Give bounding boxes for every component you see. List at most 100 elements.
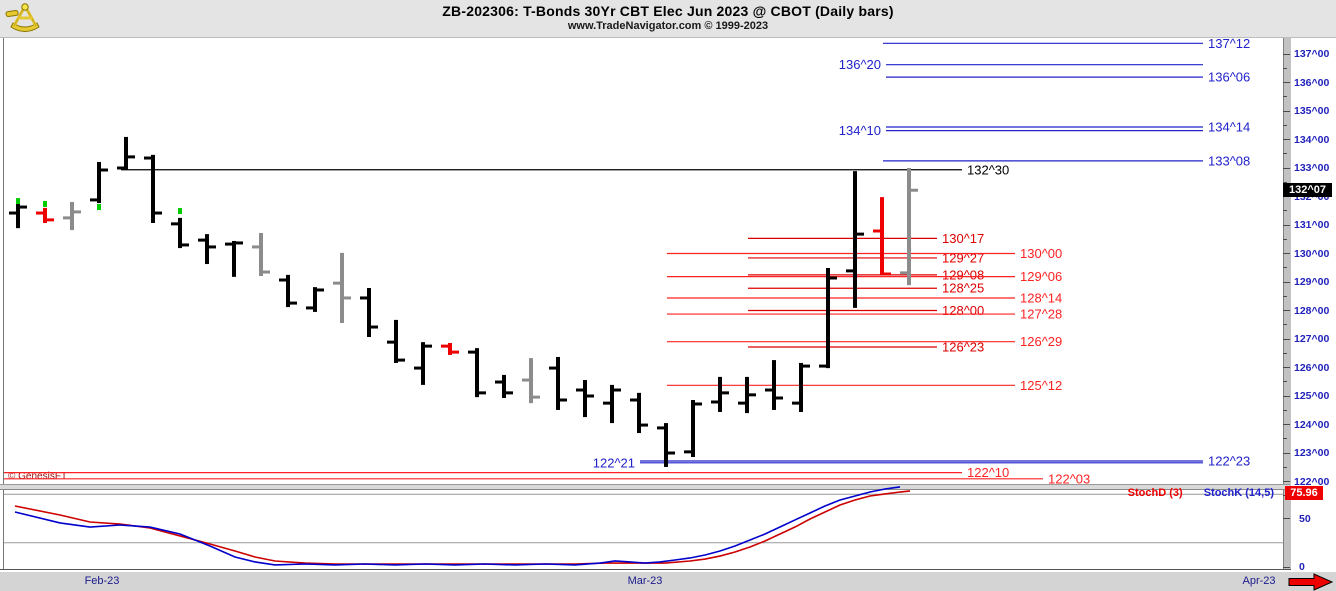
level-label: 134^14	[1208, 120, 1250, 135]
price-axis-tick	[1283, 338, 1290, 340]
price-axis-tick	[1283, 53, 1290, 55]
price-axis-tick-label: 122^00	[1294, 475, 1330, 488]
level-label: 130^17	[942, 231, 984, 246]
price-axis-tick	[1283, 367, 1290, 368]
level-label: 128^25	[942, 281, 984, 296]
stoch-value-badge: 75.96	[1285, 486, 1323, 500]
time-axis-label-feb: Feb-23	[84, 575, 120, 587]
level-label: 126^23	[942, 340, 984, 355]
stoch-axis-tick	[1283, 518, 1290, 519]
scroll-right-arrow-icon[interactable]	[1288, 573, 1334, 591]
signal-dot	[16, 198, 20, 205]
copyright-label: © GenesisFT	[8, 471, 68, 482]
stochk-line	[14, 486, 901, 566]
level-label: 122^21	[593, 455, 635, 470]
price-axis-tick	[1283, 424, 1290, 425]
level-label: 136^20	[839, 57, 881, 72]
price-axis-minor-tick	[1283, 324, 1287, 326]
level-label: 132^30	[967, 162, 1009, 177]
price-axis-tick-label: 128^00	[1294, 304, 1330, 317]
level-label: 136^06	[1208, 70, 1250, 85]
level-label: 122^03	[1048, 471, 1090, 486]
price-axis-minor-tick	[1283, 124, 1287, 126]
time-axis-label-apr: Apr-23	[1242, 575, 1276, 587]
level-label: 129^08	[942, 267, 984, 282]
stoch-axis-tick-label: 50	[1299, 512, 1311, 525]
price-axis-tick-label: 137^00	[1294, 48, 1330, 60]
price-axis-minor-tick	[1283, 381, 1287, 383]
stochd-label[interactable]: StochD (3)	[1127, 487, 1183, 499]
price-axis-tick	[1283, 452, 1290, 454]
level-label: 128^00	[942, 303, 984, 318]
price-axis-tick-label: 130^00	[1294, 247, 1330, 260]
stochd-line	[14, 490, 911, 565]
signal-dot	[178, 208, 182, 215]
price-axis-tick-label: 129^00	[1294, 276, 1330, 288]
level-label: 122^10	[967, 465, 1009, 480]
price-axis-minor-tick	[1283, 438, 1287, 440]
level-label: 125^12	[1020, 378, 1062, 393]
stoch-legend: StochD (3) StochK (14,5)	[0, 487, 1280, 499]
level-label: 130^00	[1020, 246, 1062, 261]
price-axis-tick-label: 135^00	[1294, 105, 1330, 117]
price-axis-tick-label: 126^00	[1294, 361, 1330, 374]
sextant-logo-icon	[5, 3, 40, 32]
chart-header: ZB-202306: T-Bonds 30Yr CBT Elec Jun 202…	[0, 0, 1336, 38]
price-axis-tick	[1283, 481, 1290, 482]
time-axis-label-mar: Mar-23	[627, 575, 663, 587]
price-axis-minor-tick	[1283, 153, 1287, 155]
price-axis-tick	[1283, 310, 1290, 311]
price-axis-tick	[1283, 167, 1290, 169]
level-label: 129^06	[1020, 269, 1062, 284]
price-axis-tick	[1283, 82, 1290, 83]
price-axis-minor-tick	[1283, 67, 1287, 69]
pane-divider-splitter[interactable]	[0, 484, 1290, 490]
price-axis-minor-tick	[1283, 352, 1287, 354]
level-label: 122^23	[1208, 454, 1250, 469]
stoch-axis-tick	[1283, 566, 1290, 568]
price-axis-minor-tick	[1283, 295, 1287, 297]
stochk-label[interactable]: StochK (14,5)	[1203, 487, 1274, 499]
price-axis-strip	[1283, 37, 1291, 570]
level-label: 127^28	[1020, 307, 1062, 322]
level-label: 126^29	[1020, 334, 1062, 349]
last-price-badge: 132^07	[1283, 183, 1332, 197]
level-label: 129^27	[942, 250, 984, 265]
stoch-axis-tick-label: 0	[1299, 561, 1305, 573]
price-axis-tick-label: 134^00	[1294, 133, 1330, 146]
chart-left-border	[3, 38, 4, 569]
price-axis-minor-tick	[1283, 96, 1287, 98]
level-label: 134^10	[839, 123, 881, 138]
chart-background	[0, 37, 1336, 571]
price-axis-tick-label: 123^00	[1294, 447, 1330, 459]
price-axis-tick-label: 131^00	[1294, 219, 1330, 231]
stoch-pane-bottom-border	[0, 569, 1291, 570]
price-axis-minor-tick	[1283, 238, 1287, 240]
price-axis-tick	[1283, 224, 1290, 226]
signal-dot	[97, 204, 101, 211]
price-axis-tick-label: 124^00	[1294, 418, 1330, 431]
price-axis-tick-label: 125^00	[1294, 390, 1330, 402]
level-label: 133^08	[1208, 153, 1250, 168]
price-axis-tick	[1283, 395, 1290, 397]
time-axis: Feb-23 Mar-23 Apr-23	[0, 571, 1336, 591]
price-axis-minor-tick	[1283, 181, 1287, 183]
price-axis-tick	[1283, 139, 1290, 140]
price-axis-minor-tick	[1283, 466, 1287, 468]
price-axis-tick	[1283, 110, 1290, 112]
chart-title: ZB-202306: T-Bonds 30Yr CBT Elec Jun 202…	[442, 3, 894, 19]
chart-subtitle: www.TradeNavigator.com © 1999-2023	[567, 20, 769, 32]
level-label: 137^12	[1208, 36, 1250, 51]
price-axis-tick	[1283, 253, 1290, 254]
price-axis-minor-tick	[1283, 267, 1287, 269]
price-axis-tick-label: 127^00	[1294, 333, 1330, 345]
price-axis-tick	[1283, 281, 1290, 283]
price-axis-tick-label: 133^00	[1294, 162, 1330, 174]
price-axis-minor-tick	[1283, 409, 1287, 411]
price-axis-tick-label: 136^00	[1294, 76, 1330, 89]
level-label: 128^14	[1020, 291, 1062, 306]
signal-dot	[43, 200, 47, 207]
price-axis-minor-tick	[1283, 210, 1287, 212]
